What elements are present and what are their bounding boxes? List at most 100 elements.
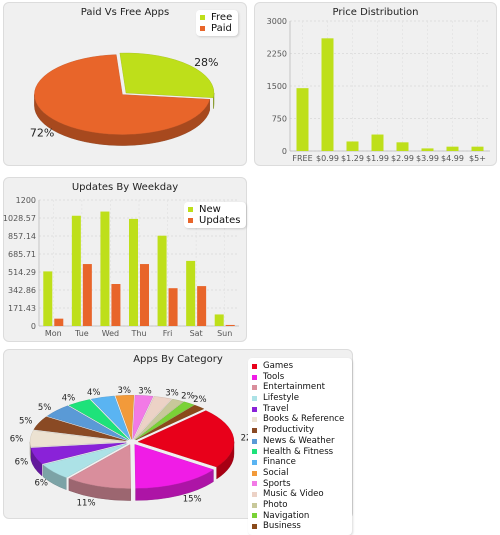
pie-label: 3% xyxy=(138,386,152,396)
paid-vs-free-legend: Free Paid xyxy=(196,10,239,36)
legend-label: Photo xyxy=(263,499,288,510)
pie-slice-travel xyxy=(30,442,127,465)
legend-swatch xyxy=(252,492,257,498)
panel-updates-by-weekday: Updates By Weekday 0 171.43 342.86 514.29 68… xyxy=(3,177,247,342)
bar-values-5 xyxy=(471,146,484,151)
paid-vs-free-pie-chart: 28% 72% xyxy=(30,52,219,146)
panel-price-distribution: Price Distribution 0 750 1500 2250 3000 FREE $… xyxy=(254,2,497,166)
legend-label: Social xyxy=(263,467,289,478)
legend-swatch xyxy=(252,481,257,487)
legend-item-books-reference: Books & Reference xyxy=(252,414,348,425)
x-tick-label: Thu xyxy=(130,329,146,338)
x-tick-label: $1.99 xyxy=(366,154,389,163)
legend-label: Navigation xyxy=(263,510,310,521)
legend-item-travel: Travel xyxy=(252,404,348,415)
chart-title: Paid Vs Free Apps xyxy=(80,7,170,18)
legend-swatch xyxy=(252,502,257,508)
legend-label: Health & Fitness xyxy=(263,446,334,457)
legend-swatch xyxy=(200,15,205,20)
price-distribution-bar-chart: 0 750 1500 2250 3000 FREE $0.99 $1.29 $1.99 $2.99… xyxy=(267,17,490,163)
bar-values-129 xyxy=(346,141,359,151)
y-tick-label: 1200 xyxy=(16,196,36,205)
y-tick-label: 3000 xyxy=(267,17,287,26)
pie-slice-finance xyxy=(90,395,131,440)
legend-swatch xyxy=(252,406,257,412)
pie-label: 2% xyxy=(193,395,207,405)
x-tick-label: $1.29 xyxy=(341,154,364,163)
legend-item-sports: Sports xyxy=(252,479,348,490)
x-tick-label: Tue xyxy=(74,329,89,338)
pie-slice-entertainment xyxy=(68,444,131,489)
legend-label: News & Weather xyxy=(263,435,335,446)
bar-values-099 xyxy=(321,38,334,152)
legend-swatch xyxy=(252,438,257,444)
legend-label: Productivity xyxy=(263,425,314,436)
legend-swatch xyxy=(252,449,257,455)
x-tick-label: Wed xyxy=(102,329,119,338)
legend-label: Travel xyxy=(263,403,289,414)
legend-swatch xyxy=(252,417,257,423)
pie-label: 3% xyxy=(117,386,131,396)
y-tick-label: 685.71 xyxy=(8,250,36,259)
legend-item-business: Business xyxy=(252,521,348,532)
legend-item-free: Free xyxy=(200,12,232,23)
bar-updates-thu xyxy=(140,264,149,326)
pie-label: 3% xyxy=(165,388,179,398)
pie-slice-productivity xyxy=(33,416,127,442)
pie-label: 5% xyxy=(19,417,33,427)
legend-item-social: Social xyxy=(252,468,348,479)
y-tick-label: 514.29 xyxy=(8,268,36,277)
bar-values-399 xyxy=(421,148,434,151)
legend-label: Games xyxy=(263,361,294,371)
chart-title: Updates By Weekday xyxy=(71,182,179,193)
legend-label: Books & Reference xyxy=(263,414,345,425)
legend-item-music-video: Music & Video xyxy=(252,489,348,500)
bar-new-fri xyxy=(157,235,167,326)
pie-sides xyxy=(29,441,235,501)
bar-updates-fri xyxy=(168,288,178,326)
legend-label: Entertainment xyxy=(263,382,326,393)
pie-slice-tools xyxy=(134,444,214,489)
bar-new-wed xyxy=(100,211,110,326)
pie-slice-paid xyxy=(34,54,211,135)
x-tick-label: Mon xyxy=(45,329,62,338)
legend-item-lifestyle: Lifestyle xyxy=(252,393,348,404)
bar-new-mon xyxy=(43,271,53,326)
legend-swatch xyxy=(252,374,257,380)
legend-swatch xyxy=(252,395,257,401)
pie-label: 6% xyxy=(10,434,24,444)
legend-item-paid: Paid xyxy=(200,23,232,34)
pie-label: 72% xyxy=(30,127,54,140)
pie-label: 28% xyxy=(194,56,218,69)
bar-updates-wed xyxy=(111,284,121,326)
bar-values-199 xyxy=(371,134,384,151)
legend-item-finance: Finance xyxy=(252,457,348,468)
pie-label: 6% xyxy=(34,479,48,489)
bar-new-tue xyxy=(71,215,81,326)
legend-swatch xyxy=(252,470,257,476)
legend-item-health-fitness: Health & Fitness xyxy=(252,447,348,458)
updates-by-weekday-bar-chart: 0 171.43 342.86 514.29 685.71 857.14 1028.57 12… xyxy=(3,196,239,338)
legend-swatch xyxy=(252,460,257,466)
legend-label: Lifestyle xyxy=(263,393,300,404)
pie-label: 15% xyxy=(183,495,202,505)
pie-label: 2% xyxy=(181,392,195,402)
panel-paid-vs-free: Paid Vs Free Apps 28% 72% Free Paid xyxy=(3,2,247,166)
chart-title: Price Distribution xyxy=(332,7,419,18)
pie-slice-health-fitness xyxy=(68,399,130,440)
legend-label: Business xyxy=(263,521,301,532)
pie-slice-photo xyxy=(134,398,184,440)
x-tick-label: $0.99 xyxy=(316,154,339,163)
x-tick-label: $2.99 xyxy=(391,154,414,163)
legend-label: Finance xyxy=(263,457,296,468)
y-tick-label: 857.14 xyxy=(8,232,36,241)
chart-title: Apps By Category xyxy=(133,354,223,365)
legend-swatch xyxy=(252,427,257,433)
legend-item-photo: Photo xyxy=(252,500,348,511)
legend-item-news-weather: News & Weather xyxy=(252,436,348,447)
y-tick-label: 2250 xyxy=(267,50,287,59)
pie-slice-lifestyle xyxy=(42,443,128,478)
legend-label: Music & Video xyxy=(263,489,324,500)
legend-label: Tools xyxy=(263,371,285,382)
pie-slice-navigation xyxy=(135,401,195,440)
